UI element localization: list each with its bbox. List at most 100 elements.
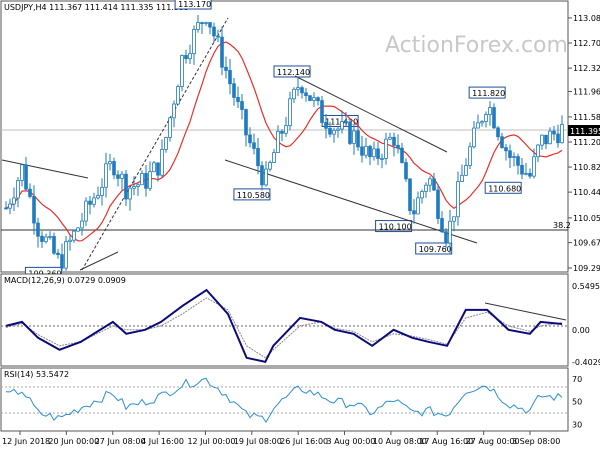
candle xyxy=(520,158,524,180)
candle xyxy=(88,195,92,215)
x-axis-label: 12 Jun 2018 xyxy=(2,437,50,446)
candle-body xyxy=(328,127,332,135)
candle xyxy=(320,96,324,123)
candle xyxy=(172,100,176,128)
candle-body xyxy=(556,133,560,144)
candle xyxy=(280,129,284,142)
macd-axis-ticks: -0.4029 0.00 0.5495 xyxy=(572,282,600,367)
candle xyxy=(224,56,228,79)
candle-body xyxy=(176,86,180,105)
callout-box xyxy=(233,188,271,201)
candle xyxy=(244,108,248,147)
candle-body xyxy=(340,121,344,130)
candle xyxy=(236,86,240,109)
candle-body xyxy=(484,114,488,122)
candle xyxy=(144,165,148,197)
candle-body xyxy=(16,180,20,199)
candle-body xyxy=(452,216,456,222)
candle-body xyxy=(164,137,168,150)
candle-body xyxy=(392,136,396,146)
price-tick-label: 111.965 xyxy=(573,88,600,97)
candle xyxy=(468,142,472,170)
price-tick-label: 110.050 xyxy=(573,214,600,223)
candle xyxy=(300,85,304,99)
macd-trendline xyxy=(484,302,567,321)
trendline-dotted-uptrend xyxy=(81,17,229,271)
candle-body xyxy=(532,156,536,177)
candle-body xyxy=(284,125,288,134)
candle xyxy=(384,132,388,165)
candle xyxy=(288,91,292,131)
candle-body xyxy=(276,130,280,153)
candle xyxy=(408,178,412,215)
candle xyxy=(452,216,456,232)
candle xyxy=(132,176,136,196)
candle xyxy=(380,153,384,169)
candle-body xyxy=(224,66,228,71)
x-axis-label: 3 Sep 08:00 xyxy=(512,437,560,446)
candle-body xyxy=(44,236,48,242)
candle-body xyxy=(220,36,224,68)
candle xyxy=(104,152,108,198)
candle-body xyxy=(8,203,12,209)
candle-body xyxy=(180,55,184,87)
candle-body xyxy=(436,189,440,219)
macd-tick-label: -0.4029 xyxy=(572,358,600,367)
candle-body xyxy=(88,200,92,205)
candle xyxy=(388,132,392,141)
candle-body xyxy=(412,210,416,215)
candle-body xyxy=(548,130,552,145)
candle xyxy=(60,243,64,271)
candle-body xyxy=(52,236,56,254)
candle-body xyxy=(4,207,8,210)
candle-body xyxy=(132,186,136,189)
callout-box xyxy=(375,220,413,233)
candle xyxy=(128,187,132,211)
candle xyxy=(16,177,20,208)
candle-body xyxy=(500,136,504,148)
candle-body xyxy=(316,97,320,102)
price-axis-ticks: 109.290 109.675 110.050 110.440 110.820 111.2… xyxy=(568,14,600,273)
candle xyxy=(56,249,60,259)
candle xyxy=(292,87,296,103)
candle xyxy=(256,137,260,175)
candle xyxy=(188,44,192,65)
macd-signal-line xyxy=(5,297,563,359)
candle xyxy=(276,125,280,154)
candle xyxy=(476,114,480,129)
candle xyxy=(376,142,380,166)
x-axis-label: 12 Jul 00:00 xyxy=(187,437,235,446)
candle xyxy=(272,148,276,163)
candle-body xyxy=(204,22,208,24)
candle xyxy=(140,170,144,186)
candle-body xyxy=(140,173,144,186)
candle xyxy=(80,212,84,236)
candle-body xyxy=(492,107,496,129)
price-tick-label: 111.580 xyxy=(573,113,600,122)
x-axis-label: 19 Jul 08:00 xyxy=(234,437,282,446)
candle xyxy=(436,184,440,224)
callout-label: 110.100 xyxy=(379,223,412,232)
candle xyxy=(340,110,344,134)
candle xyxy=(492,103,496,129)
candle-body xyxy=(544,134,548,145)
price-tick-label: 110.820 xyxy=(573,163,600,172)
candle-body xyxy=(20,164,24,181)
candle-body xyxy=(516,156,520,166)
candle-body xyxy=(356,130,360,148)
candle xyxy=(52,232,56,256)
candle xyxy=(472,120,476,149)
candle-body xyxy=(508,150,512,158)
candle-body xyxy=(540,134,544,146)
candle xyxy=(448,209,452,254)
price-header: USDJPY,H4 111.367 111.414 111.335 111.39… xyxy=(4,3,189,12)
candle-body xyxy=(468,146,472,166)
candle xyxy=(528,168,532,179)
macd-main-line xyxy=(5,288,563,363)
candle xyxy=(184,49,188,64)
candle xyxy=(432,173,436,192)
candle-body xyxy=(444,231,448,244)
candle xyxy=(152,160,156,173)
macd-tick-label: 0.5495 xyxy=(572,282,600,291)
candle-body xyxy=(552,130,556,135)
